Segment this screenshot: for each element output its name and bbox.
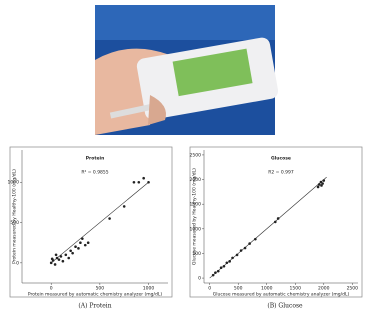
x-tick-label: 2500 [347,286,359,292]
data-point [133,181,136,184]
data-point [123,205,126,208]
x-tick-label: 1000 [261,286,273,292]
data-point [67,257,70,260]
data-point [322,179,325,182]
data-point [142,177,145,180]
y-axis-label: Glucose measured by Healthy-100 (mg/dL) [192,168,198,265]
data-point [248,242,251,245]
data-point [77,247,80,250]
chart-title: Glucose [271,156,291,162]
data-point [74,245,77,248]
data-point [254,238,257,241]
data-point [62,260,65,263]
x-tick-label: 500 [96,286,105,292]
y-tick-label: 0 [198,276,201,282]
data-point [214,271,217,274]
x-axis-label: Protein measured by automatic chemistry … [28,292,163,298]
x-tick-label: 500 [234,286,243,292]
data-point [274,221,277,224]
x-tick-label: 1500 [290,286,302,292]
device-photo [95,5,279,135]
data-point [55,253,58,256]
data-point [58,258,61,261]
data-point [87,241,90,244]
data-point [244,247,247,250]
x-tick-label: 1000 [143,286,155,292]
x-tick-label: 0 [208,286,211,292]
y-axis-label: Protein measured by Healthy-100 (mg/dL) [12,169,18,264]
data-point [65,253,68,256]
caption: (B) Glucose [267,303,303,310]
data-point [318,183,321,186]
data-point [240,249,243,252]
x-tick-label: 2000 [318,286,330,292]
data-point [50,262,53,265]
data-point [71,252,74,255]
data-point [220,266,223,269]
data-point [69,249,72,252]
data-point [108,217,111,220]
data-point [147,181,150,184]
panel-frame [10,147,172,297]
data-point [81,237,84,240]
data-point [223,265,226,268]
data-point [231,257,234,260]
data-point [226,262,229,265]
data-point [79,241,82,244]
data-point [51,258,54,261]
data-point [228,260,231,263]
data-point [54,263,57,266]
annotation: R2 = 0.997 [268,170,294,176]
data-point [138,181,141,184]
data-point [236,254,239,257]
data-point [317,186,320,189]
data-point [320,184,323,187]
x-axis-label: Glucose measured by automatic chemistry … [213,292,350,298]
data-point [60,255,63,258]
caption: (A) Protein [78,303,111,310]
data-point [217,270,220,273]
data-point [212,274,215,277]
y-tick-label: 2500 [190,152,202,158]
chart-title: Protein [86,156,105,162]
x-tick-label: 0 [50,286,53,292]
annotation: R² = 0.9855 [81,170,108,176]
figure: 0 500 1000 0 500 1000 Protein R² = 0.9855 Protei… [0,0,365,312]
data-point [84,244,87,247]
data-point [277,217,280,220]
